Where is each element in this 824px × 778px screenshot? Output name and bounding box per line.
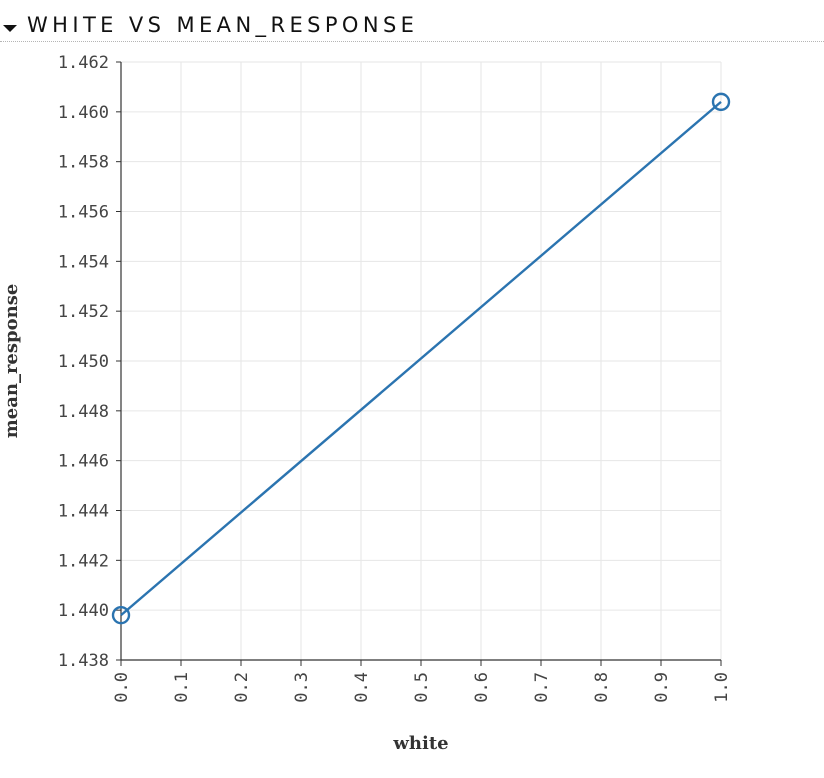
- panel-title: WHITE VS MEAN_RESPONSE: [27, 13, 419, 37]
- x-tick-label: 0.2: [232, 672, 252, 703]
- x-tick-label: 0.6: [472, 672, 492, 703]
- x-tick-label: 0.3: [292, 672, 312, 703]
- y-axis-title: mean_response: [1, 284, 22, 439]
- x-tick-label: 1.0: [712, 672, 732, 703]
- panel-header: WHITE VS MEAN_RESPONSE: [0, 0, 824, 42]
- series-line: [120, 100, 722, 617]
- y-tick-label: 1.438: [58, 651, 109, 671]
- y-tick-label: 1.440: [58, 601, 109, 621]
- y-tick-labels: 1.438 1.440 1.442 1.444 1.446 1.448 1.450 1.452…: [58, 53, 109, 671]
- y-tick-label: 1.458: [58, 153, 109, 173]
- y-tick-label: 1.450: [58, 352, 109, 372]
- x-axis-title: white: [392, 733, 448, 754]
- x-tick-label: 0.0: [112, 672, 132, 703]
- x-tick-label: 0.9: [652, 672, 672, 703]
- x-tick-label: 0.4: [352, 672, 372, 703]
- data-point-marker: [111, 605, 131, 625]
- x-tick-label: 0.8: [592, 672, 612, 703]
- y-tick-label: 1.462: [58, 53, 109, 73]
- axes: [116, 61, 722, 666]
- y-tick-label: 1.460: [58, 103, 109, 123]
- y-tick-label: 1.446: [58, 452, 109, 472]
- series-layer: [111, 92, 731, 625]
- y-tick-label: 1.448: [58, 402, 109, 422]
- x-tick-label: 0.5: [412, 672, 432, 703]
- y-tick-label: 1.444: [58, 502, 109, 522]
- y-tick-label: 1.452: [58, 302, 109, 322]
- y-tick-label: 1.442: [58, 551, 109, 571]
- data-point-marker: [711, 92, 731, 112]
- y-tick-label: 1.456: [58, 203, 109, 223]
- x-tick-label: 0.7: [532, 672, 552, 703]
- grid-lines: [120, 61, 722, 661]
- x-tick-label: 0.1: [172, 672, 192, 703]
- y-tick-label: 1.454: [58, 252, 109, 272]
- collapse-triangle-icon[interactable]: [3, 25, 17, 32]
- x-tick-labels: 0.0 0.1 0.2 0.3 0.4 0.5 0.6 0.7 0.8 0.9 1.0: [112, 672, 732, 703]
